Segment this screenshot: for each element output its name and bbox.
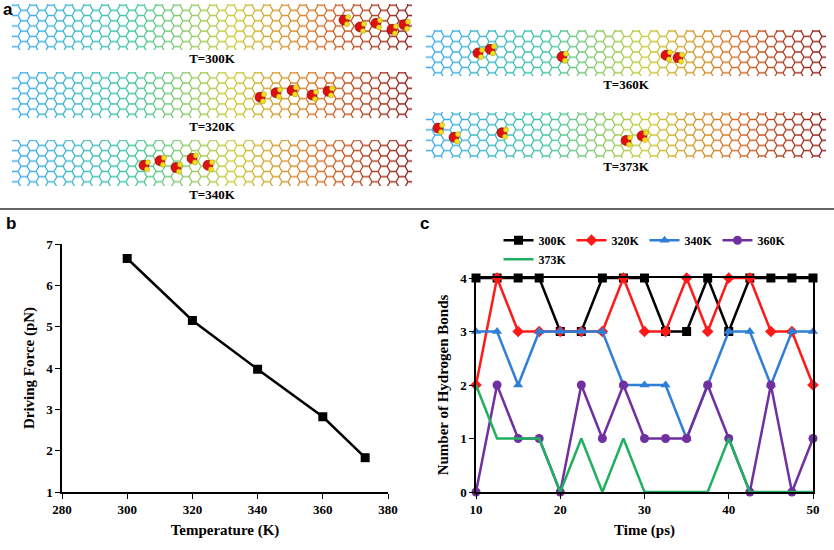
svg-text:T=320K: T=320K (189, 119, 236, 134)
svg-text:Temperature (K): Temperature (K) (171, 522, 280, 539)
svg-text:300K: 300K (539, 234, 567, 248)
svg-text:373K: 373K (539, 253, 567, 267)
svg-text:Driving Force (pN): Driving Force (pN) (21, 307, 38, 429)
svg-text:340K: 340K (685, 234, 713, 248)
svg-text:360: 360 (313, 502, 333, 517)
svg-text:4: 4 (460, 271, 467, 286)
svg-text:a: a (3, 0, 13, 19)
svg-text:7: 7 (46, 237, 53, 252)
svg-text:320K: 320K (612, 234, 640, 248)
svg-text:T=373K: T=373K (603, 159, 650, 174)
svg-text:T=360K: T=360K (603, 77, 650, 92)
svg-text:Number of Hydrogen Bonds: Number of Hydrogen Bonds (435, 294, 451, 475)
svg-text:2: 2 (46, 443, 53, 458)
html-text:c: c (420, 214, 430, 233)
svg-text:340: 340 (248, 502, 268, 517)
svg-text:1: 1 (46, 485, 53, 500)
svg-text:280: 280 (52, 502, 72, 517)
svg-text:1: 1 (460, 431, 467, 446)
svg-text:40: 40 (722, 502, 735, 517)
svg-text:320: 320 (183, 502, 203, 517)
svg-text:360K: 360K (758, 234, 786, 248)
svg-text:Time (ps): Time (ps) (614, 522, 675, 539)
svg-text:2: 2 (460, 378, 467, 393)
svg-text:3: 3 (46, 402, 53, 417)
svg-text:300: 300 (117, 502, 137, 517)
svg-text:3: 3 (460, 324, 467, 339)
svg-text:30: 30 (638, 502, 651, 517)
svg-text:50: 50 (807, 502, 820, 517)
svg-text:0: 0 (460, 485, 467, 500)
svg-text:5: 5 (46, 319, 53, 334)
svg-text:20: 20 (554, 502, 567, 517)
svg-text:T=340K: T=340K (189, 187, 236, 202)
svg-text:6: 6 (46, 278, 53, 293)
svg-text:4: 4 (46, 361, 53, 376)
svg-text:10: 10 (470, 502, 483, 517)
html-text:b: b (6, 214, 17, 233)
svg-text:T=300K: T=300K (189, 51, 236, 66)
svg-text:380: 380 (378, 502, 398, 517)
